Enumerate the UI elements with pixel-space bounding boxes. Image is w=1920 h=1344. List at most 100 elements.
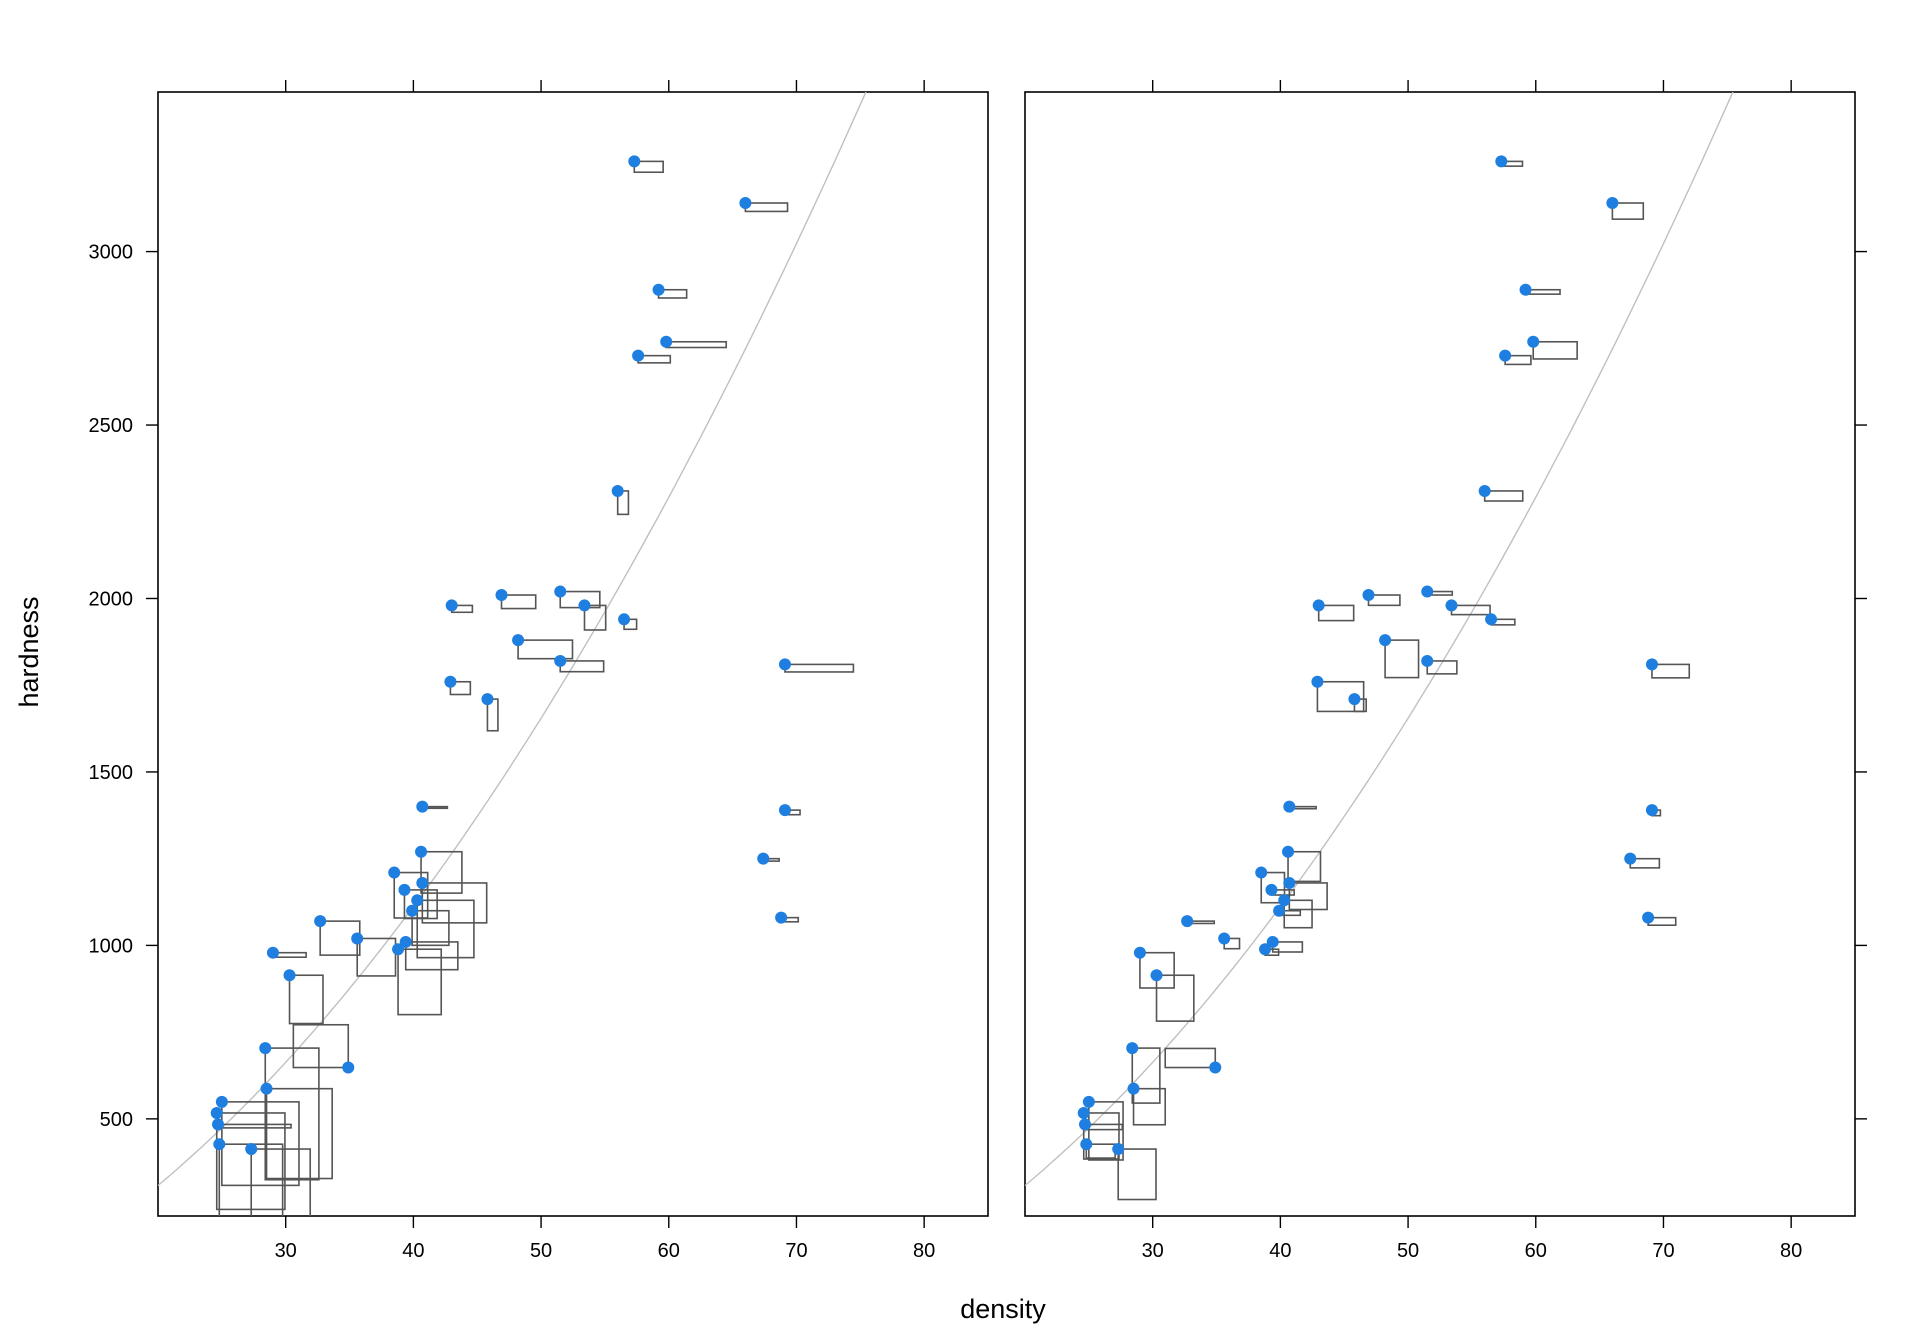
x-tick-label: 80 (1780, 1240, 1802, 1262)
data-point (1624, 852, 1637, 865)
data-point (342, 1061, 355, 1074)
data-point (266, 946, 279, 959)
data-point (1311, 675, 1324, 688)
data-point (416, 800, 429, 813)
residual-box (356, 937, 397, 977)
residual-box (665, 340, 728, 349)
data-point (1112, 1143, 1125, 1156)
x-tick-label: 40 (1269, 1240, 1291, 1262)
data-point (739, 197, 752, 210)
data-point (1283, 876, 1296, 889)
data-point (1077, 1106, 1090, 1119)
right-panel: 30 40 50 60 70 80 (1024, 80, 1867, 1262)
data-point (444, 675, 457, 688)
data-point (554, 654, 567, 667)
data-point (1312, 599, 1325, 612)
data-point (1133, 946, 1146, 959)
data-point (406, 904, 419, 917)
x-tick-label: 60 (658, 1240, 680, 1262)
residual-box (215, 1112, 286, 1211)
data-point (1519, 283, 1532, 296)
x-tick-label: 50 (530, 1240, 552, 1262)
data-point (314, 915, 327, 928)
data-point (1218, 932, 1231, 945)
fit-curve (158, 92, 867, 1187)
data-point (757, 852, 770, 865)
residual-box (288, 974, 324, 1025)
data-point (1265, 883, 1278, 896)
data-point (1499, 349, 1512, 362)
data-point (1642, 911, 1655, 924)
residual-box (559, 660, 605, 673)
data-point (481, 693, 494, 706)
residual-box (784, 663, 855, 673)
data-point (1266, 935, 1279, 948)
y-tick-label: 1500 (89, 762, 134, 784)
data-point (660, 335, 673, 348)
data-point (628, 155, 641, 168)
residual-box (1088, 1101, 1124, 1161)
y-axis-title: hardness (14, 596, 44, 707)
data-point (210, 1106, 223, 1119)
y-tick-label: 3000 (89, 242, 134, 264)
data-point (283, 969, 296, 982)
data-point (778, 658, 791, 671)
residual-box (250, 1148, 312, 1216)
residual-box (1117, 1148, 1157, 1201)
data-point (1282, 845, 1295, 858)
residual-box (1131, 1047, 1161, 1104)
residual-box (397, 948, 443, 1016)
data-point (632, 349, 645, 362)
x-tick-label: 60 (1525, 1240, 1547, 1262)
x-tick-label: 70 (785, 1240, 807, 1262)
data-point (1645, 804, 1658, 817)
data-point (1259, 943, 1272, 956)
residual-box (416, 899, 475, 959)
data-point (1127, 1082, 1140, 1095)
residual-box (411, 909, 450, 947)
residual-box (449, 680, 472, 696)
data-point (215, 1095, 228, 1108)
data-point (398, 883, 411, 896)
data-point (1445, 599, 1458, 612)
panel-frame (157, 91, 989, 1217)
residual-box (265, 1087, 333, 1180)
data-point (611, 484, 624, 497)
data-point (1080, 1138, 1093, 1151)
residual-box (500, 594, 537, 610)
y-tick-label: 2000 (89, 588, 134, 610)
y-tick-label: 500 (100, 1109, 133, 1131)
x-tick-label: 70 (1652, 1240, 1674, 1262)
data-point (1079, 1118, 1092, 1131)
data-point (1527, 335, 1540, 348)
plot-area (158, 92, 867, 1216)
data-point (578, 599, 591, 612)
residual-box (1260, 871, 1286, 904)
data-point (1421, 585, 1434, 598)
x-tick-label: 30 (275, 1240, 297, 1262)
residual-box (517, 639, 574, 660)
x-tick-label: 40 (402, 1240, 424, 1262)
data-point (1150, 969, 1163, 982)
residual-box (1651, 663, 1691, 679)
residual-box (404, 941, 459, 971)
residual-box (1155, 974, 1195, 1022)
data-point (1606, 197, 1619, 210)
y-tick-label: 1000 (89, 935, 134, 957)
data-point (399, 935, 412, 948)
residual-box (1384, 639, 1420, 679)
data-point (1362, 589, 1375, 602)
data-point (1283, 800, 1296, 813)
residual-box (1532, 340, 1578, 360)
data-point (1495, 155, 1508, 168)
data-point (775, 911, 788, 924)
residual-box (1283, 899, 1313, 929)
data-point (1421, 654, 1434, 667)
residual-box (1316, 680, 1365, 713)
residual-box (1287, 850, 1322, 883)
x-tick-label: 80 (913, 1240, 935, 1262)
data-point (388, 866, 401, 879)
data-point (1126, 1042, 1139, 1055)
data-point (778, 804, 791, 817)
data-point (495, 589, 508, 602)
